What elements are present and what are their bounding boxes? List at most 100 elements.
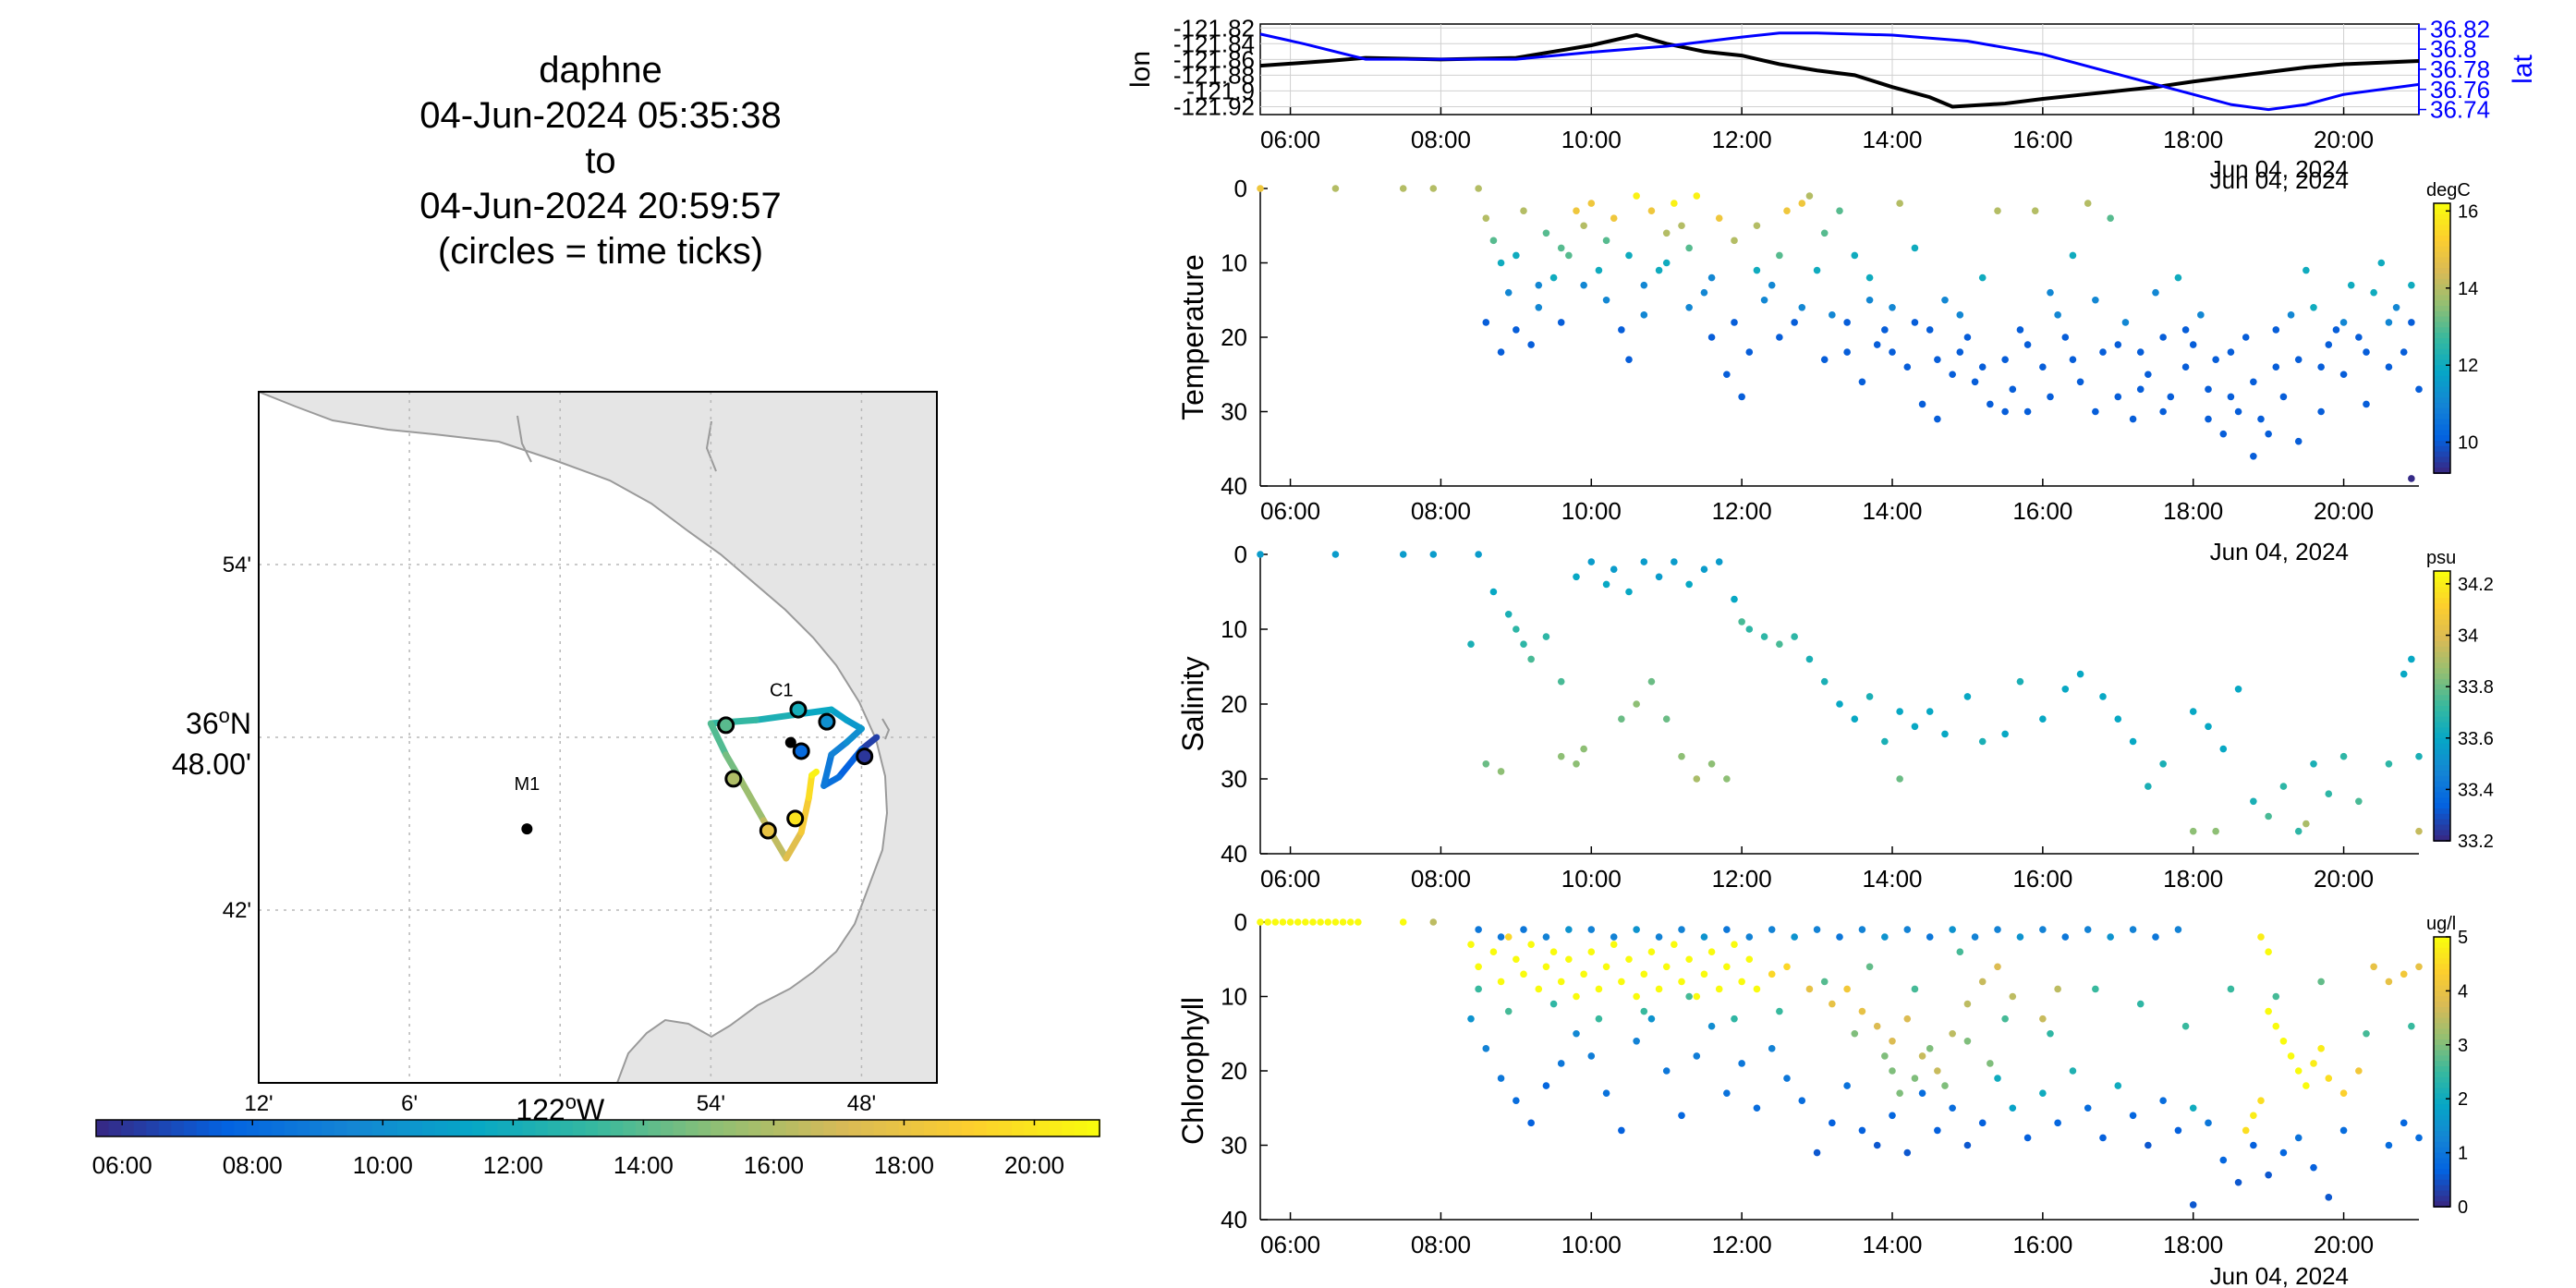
data-point (1760, 633, 1768, 640)
colorbar-segment (2434, 451, 2450, 458)
colorbar-tick-label: 4 (2458, 981, 2468, 1002)
track-segment (808, 768, 820, 779)
colorbar-segment (2434, 1158, 2450, 1165)
colorbar-segment (2434, 1082, 2450, 1089)
data-point (2129, 1112, 2137, 1120)
colorbar-segment (2434, 678, 2450, 686)
data-point (2152, 933, 2159, 941)
data-point (1429, 551, 1438, 558)
data-point (1602, 296, 1610, 304)
colorbar-segment (773, 1120, 787, 1136)
data-point (1542, 963, 1550, 971)
time-colorbar: 06:00 08:00 10:00 12:00 14:00 16:00 18:00 20:00 (92, 1119, 1100, 1179)
data-point (2227, 348, 2235, 356)
colorbar-segment (2434, 716, 2450, 723)
colorbar-segment (522, 1120, 537, 1136)
colorbar-tick-label: 18:00 (874, 1151, 934, 1179)
colorbar-segment (2434, 289, 2450, 297)
colorbar-segment (2434, 587, 2450, 594)
colorbar-segment (2434, 381, 2450, 388)
y-tick-label: 20 (1221, 690, 1247, 718)
colorbar-tick-label: 20:00 (1004, 1151, 1064, 1179)
data-point (1820, 229, 1829, 237)
data-point (2279, 1038, 2288, 1045)
data-point (1647, 207, 1656, 214)
data-point (1881, 326, 1889, 334)
colorbar-segment (2434, 603, 2450, 610)
river-line (705, 420, 717, 472)
track-segment (737, 777, 767, 824)
colorbar-segment (121, 1120, 135, 1136)
data-point (2415, 963, 2423, 971)
data-point (1731, 941, 1738, 948)
lon-series-line (1259, 32, 2420, 109)
lon-tick-label: -121.82 (1173, 14, 1255, 42)
data-point (1918, 1052, 1926, 1060)
data-point (2250, 453, 2257, 460)
data-point (2265, 1171, 2272, 1179)
data-point (1731, 237, 1738, 245)
y-tick-label: 10 (1221, 249, 1247, 277)
y-tick-label: 10 (1221, 615, 1247, 643)
colorbar-segment (2434, 695, 2450, 702)
data-point (2121, 319, 2130, 326)
data-point (2310, 760, 2317, 768)
data-point (1836, 933, 1843, 941)
data-point (1527, 341, 1535, 348)
colorbar-segment (2434, 230, 2450, 237)
data-point (1896, 708, 1903, 715)
data-point (1520, 970, 1527, 978)
colorbar-segment (2434, 1163, 2450, 1171)
data-point (2415, 385, 2423, 394)
data-point (1294, 918, 1302, 926)
data-point (1987, 400, 1994, 408)
data-point (1557, 752, 1565, 760)
colorbar-segment (2434, 1114, 2450, 1122)
colorbar-segment (986, 1120, 1001, 1136)
data-point (2181, 326, 2190, 334)
colorbar-segment (2434, 830, 2450, 837)
colorbar-segment (723, 1120, 737, 1136)
lat-tick-label: 36.74 (2430, 96, 2490, 124)
data-point (1829, 1119, 1836, 1127)
data-point (2001, 730, 2009, 738)
data-point (1791, 319, 1798, 326)
data-point (1707, 334, 1716, 341)
data-point (1753, 1104, 1761, 1112)
station-label: M1 (514, 774, 540, 795)
colorbar-segment (384, 1120, 398, 1136)
data-point (2272, 992, 2280, 1001)
data-point (2310, 1163, 2317, 1172)
data-point (1783, 1075, 1791, 1082)
data-point (2400, 670, 2408, 678)
lat-degree-label: 36oN (186, 704, 251, 740)
colorbar-segment (2434, 1039, 2450, 1046)
colorbar-segment (2434, 1017, 2450, 1025)
data-point (1798, 200, 1806, 207)
data-point (1971, 933, 1979, 941)
data-point (1527, 655, 1535, 663)
data-point (1805, 192, 1814, 200)
data-point (1963, 1141, 1972, 1149)
data-point (1482, 760, 1490, 768)
colorbar-segment (2434, 462, 2450, 469)
lat-tick-label: 54' (223, 553, 251, 577)
lat-tick-label: 36.78 (2430, 55, 2490, 83)
data-point (1760, 296, 1768, 304)
time-tick-circle (759, 821, 777, 840)
data-point (2408, 475, 2415, 482)
data-point (2272, 1022, 2280, 1030)
colorbar-segment (2434, 947, 2450, 954)
colorbar-segment (999, 1120, 1013, 1136)
data-point (1843, 319, 1851, 326)
colorbar-segment (297, 1120, 310, 1136)
colorbar-tick-label: 5 (2458, 928, 2468, 948)
data-point (2227, 393, 2235, 401)
data-point (2181, 1022, 2190, 1030)
colorbar-segment (1062, 1120, 1075, 1136)
colorbar-segment (2434, 668, 2450, 674)
data-point (1865, 693, 1874, 700)
data-point (2114, 341, 2122, 348)
